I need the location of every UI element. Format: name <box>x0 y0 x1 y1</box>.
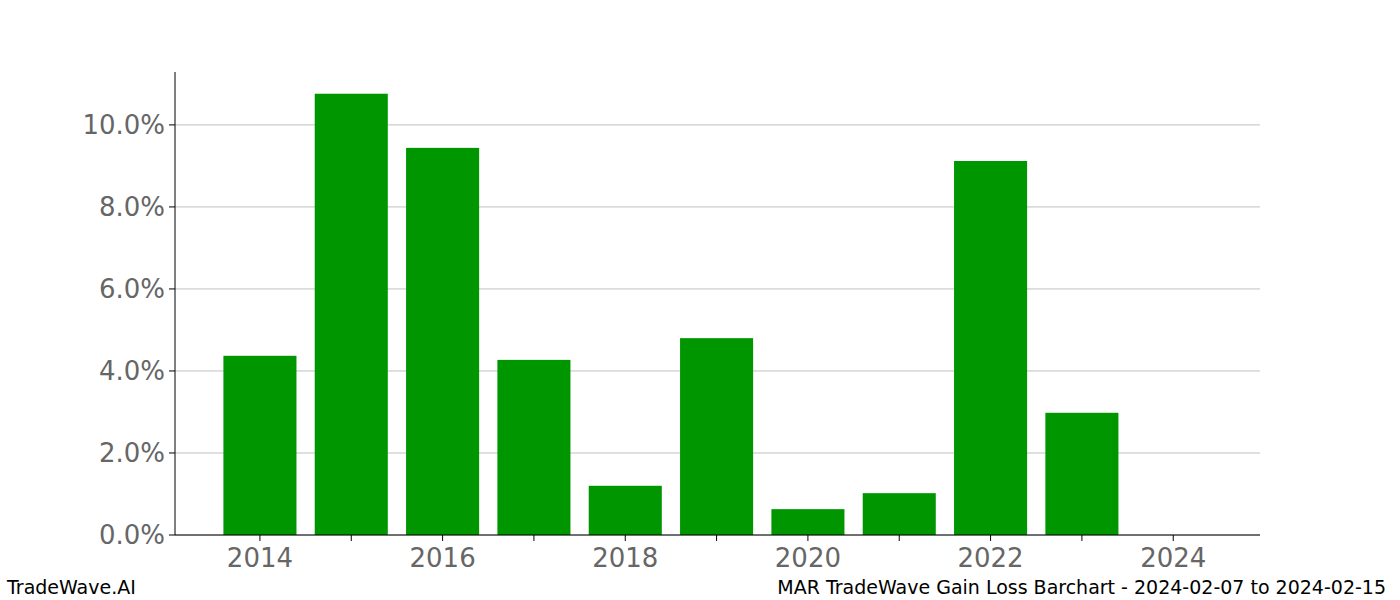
y-tick-label: 8.0% <box>99 192 165 222</box>
bar <box>680 338 753 535</box>
y-tick-label: 6.0% <box>99 274 165 304</box>
bar <box>406 148 479 535</box>
y-tick-label: 0.0% <box>99 520 165 550</box>
y-tick <box>169 124 175 125</box>
x-tick <box>716 535 717 541</box>
x-tick-label: 2016 <box>410 543 476 573</box>
chart: 0.0% 2.0% 4.0% 6.0% 8.0% 10.0% 2014 2016 2018 202… <box>0 0 1400 600</box>
y-tick <box>169 452 175 453</box>
x-tick-label: 2022 <box>957 543 1023 573</box>
x-tick <box>351 535 352 541</box>
x-tick <box>442 535 443 541</box>
footer-right: MAR TradeWave Gain Loss Barchart - 2024-… <box>777 576 1386 598</box>
y-tick-label: 10.0% <box>82 110 165 140</box>
x-tick-label: 2020 <box>775 543 841 573</box>
y-axis <box>175 72 176 535</box>
y-tick-label: 2.0% <box>99 438 165 468</box>
x-tick-label: 2014 <box>227 543 293 573</box>
bar <box>497 360 570 535</box>
footer-left: TradeWave.AI <box>6 576 136 598</box>
y-tick <box>169 206 175 207</box>
x-tick <box>1173 535 1174 541</box>
bar <box>771 509 844 535</box>
x-tick <box>807 535 808 541</box>
bar <box>223 356 296 535</box>
bar <box>1045 413 1118 535</box>
x-tick <box>990 535 991 541</box>
x-tick <box>899 535 900 541</box>
bars <box>223 94 1118 535</box>
x-tick <box>533 535 534 541</box>
y-tick <box>169 535 175 536</box>
y-tick <box>169 288 175 289</box>
bar <box>589 486 662 535</box>
x-tick-label: 2018 <box>592 543 658 573</box>
bar <box>863 493 936 535</box>
x-tick <box>625 535 626 541</box>
y-tick-label: 4.0% <box>99 356 165 386</box>
bar <box>315 94 388 535</box>
x-axis <box>175 535 1260 536</box>
y-tick <box>169 370 175 371</box>
bar <box>954 161 1027 535</box>
grid-line <box>175 535 1260 536</box>
x-tick-label: 2024 <box>1140 543 1206 573</box>
x-tick <box>1081 535 1082 541</box>
x-tick <box>259 535 260 541</box>
